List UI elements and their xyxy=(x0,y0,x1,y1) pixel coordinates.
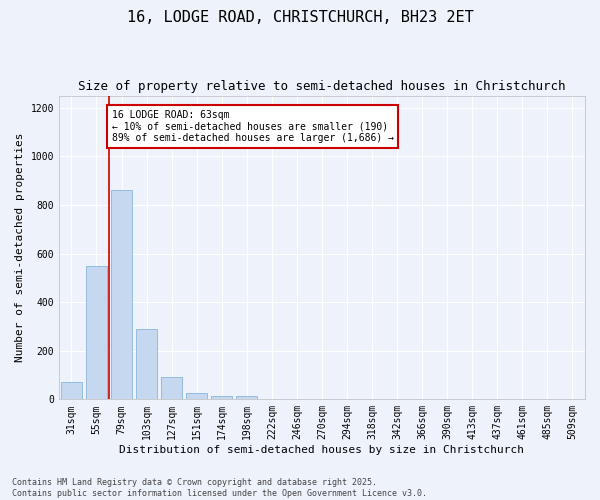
Bar xyxy=(186,394,208,400)
Bar xyxy=(111,190,132,400)
Text: 16 LODGE ROAD: 63sqm
← 10% of semi-detached houses are smaller (190)
89% of semi: 16 LODGE ROAD: 63sqm ← 10% of semi-detac… xyxy=(112,110,394,144)
Text: Contains HM Land Registry data © Crown copyright and database right 2025.
Contai: Contains HM Land Registry data © Crown c… xyxy=(12,478,427,498)
Bar xyxy=(161,378,182,400)
Y-axis label: Number of semi-detached properties: Number of semi-detached properties xyxy=(15,132,25,362)
Bar xyxy=(61,382,82,400)
Bar xyxy=(136,329,157,400)
Bar xyxy=(236,396,257,400)
Text: 16, LODGE ROAD, CHRISTCHURCH, BH23 2ET: 16, LODGE ROAD, CHRISTCHURCH, BH23 2ET xyxy=(127,10,473,25)
Bar xyxy=(211,396,232,400)
Bar xyxy=(86,266,107,400)
Title: Size of property relative to semi-detached houses in Christchurch: Size of property relative to semi-detach… xyxy=(78,80,566,93)
X-axis label: Distribution of semi-detached houses by size in Christchurch: Distribution of semi-detached houses by … xyxy=(119,445,524,455)
